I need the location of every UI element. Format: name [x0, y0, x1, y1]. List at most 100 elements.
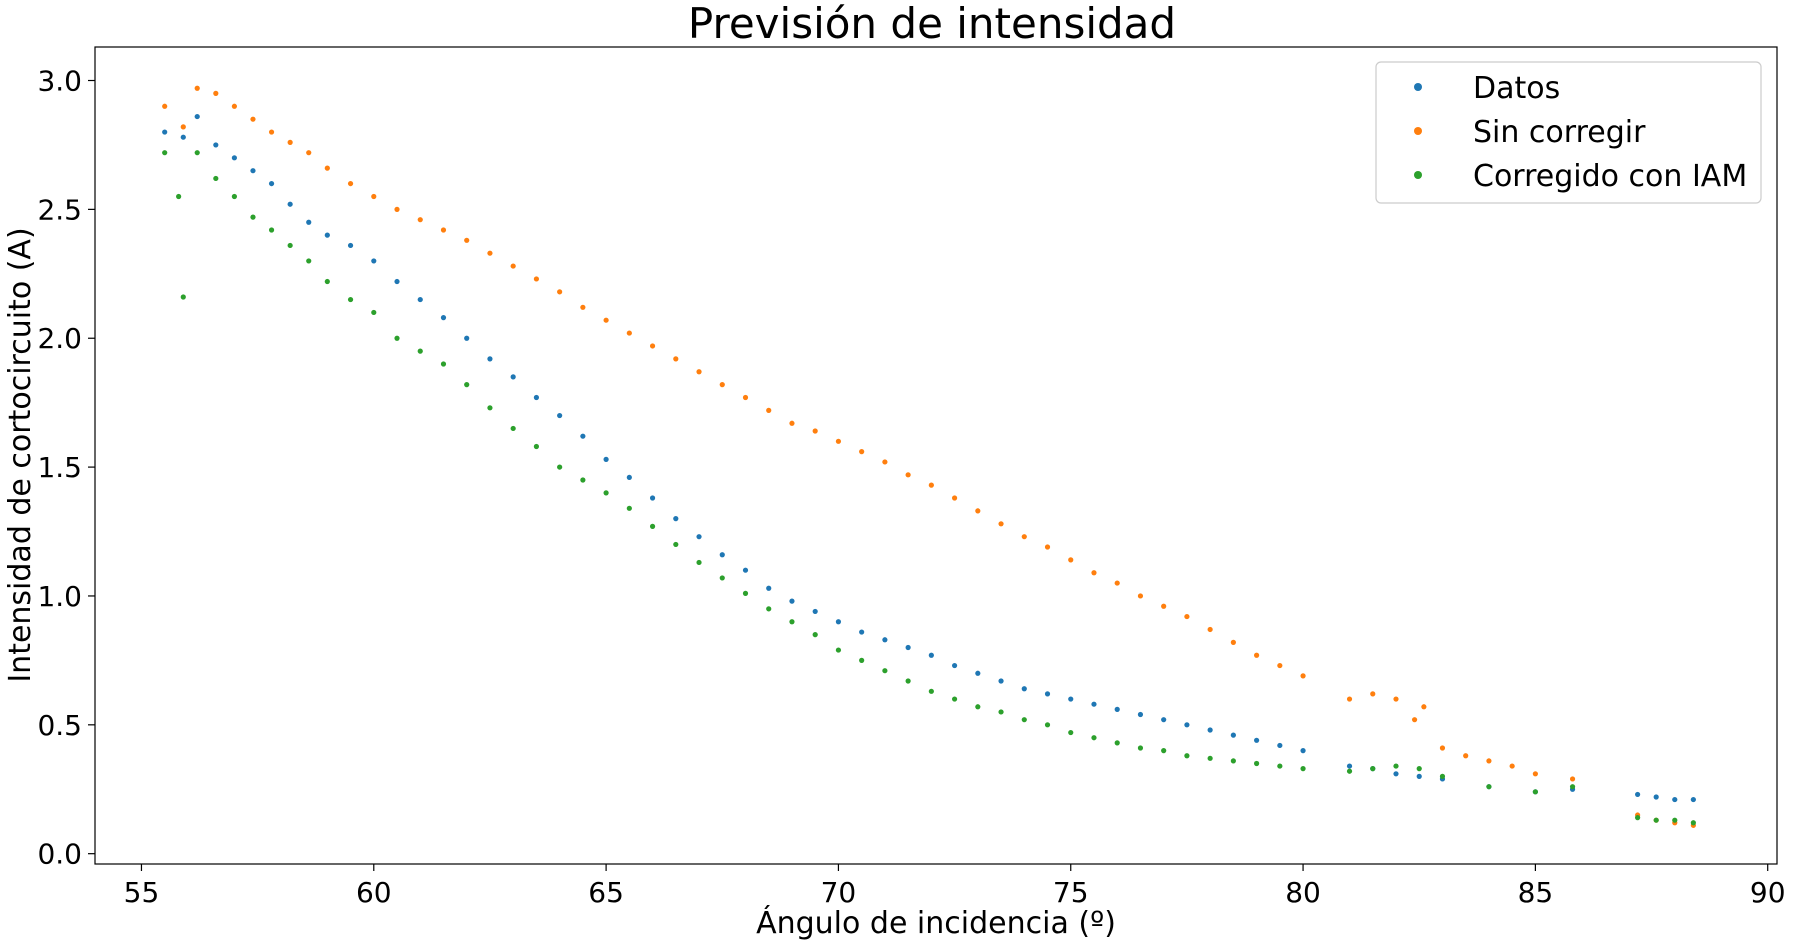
data-point — [742, 590, 749, 596]
data-point — [1230, 732, 1236, 738]
data-point — [231, 193, 237, 200]
data-point — [417, 348, 423, 354]
data-point — [287, 242, 293, 249]
data-point — [1532, 789, 1538, 795]
data-point — [1569, 776, 1576, 782]
data-point — [417, 296, 423, 303]
data-point — [557, 289, 563, 295]
data-point — [213, 90, 219, 96]
data-point — [213, 175, 219, 182]
data-point — [998, 709, 1004, 715]
data-point — [268, 227, 275, 233]
data-point — [1277, 742, 1283, 749]
data-point — [464, 237, 470, 243]
data-point — [1569, 784, 1576, 790]
data-point — [487, 250, 493, 256]
data-point — [719, 382, 725, 388]
data-point — [905, 472, 911, 478]
data-point — [213, 142, 219, 148]
data-point — [1635, 791, 1641, 798]
data-point — [180, 294, 186, 300]
data-point — [1184, 613, 1190, 620]
data-point — [1184, 753, 1190, 759]
data-point — [1137, 745, 1144, 751]
data-point — [673, 356, 679, 362]
y-tick-label: 2.0 — [37, 322, 82, 355]
data-point — [180, 134, 186, 140]
x-tick-label: 80 — [1285, 876, 1321, 909]
data-point — [1114, 706, 1120, 712]
data-point — [928, 688, 934, 694]
data-point — [1300, 673, 1306, 679]
data-point — [1277, 662, 1283, 669]
data-point — [1300, 747, 1306, 754]
data-point — [1230, 639, 1236, 645]
data-point — [324, 278, 330, 285]
data-point — [835, 647, 842, 653]
data-point — [975, 704, 981, 710]
data-point — [1486, 784, 1492, 790]
data-point — [882, 459, 888, 465]
data-point — [1277, 763, 1283, 769]
data-point — [533, 443, 540, 450]
data-point — [603, 456, 609, 462]
data-point — [1672, 817, 1678, 823]
data-point — [1161, 717, 1167, 723]
data-point — [394, 206, 400, 212]
data-point — [1416, 773, 1422, 779]
x-tick-label: 70 — [821, 876, 857, 909]
data-point — [557, 464, 563, 470]
data-point — [306, 258, 312, 264]
data-point — [626, 330, 632, 336]
data-point — [533, 394, 540, 401]
series-2-points — [162, 85, 1696, 828]
x-tick-label: 90 — [1750, 876, 1786, 909]
x-tick-label: 65 — [588, 876, 624, 909]
data-point — [1114, 580, 1120, 586]
data-point — [1207, 626, 1213, 633]
data-point — [1509, 763, 1515, 769]
y-tick-label: 1.5 — [37, 451, 82, 484]
data-point — [194, 150, 200, 156]
data-point — [766, 585, 772, 591]
data-point — [789, 619, 795, 625]
data-point — [1161, 747, 1167, 754]
data-point — [176, 193, 182, 200]
data-point — [696, 369, 702, 375]
data-point — [905, 644, 911, 651]
x-axis-ticks: 55 60 65 70 75 80 85 90 — [124, 864, 1786, 909]
data-point — [719, 552, 725, 558]
data-point — [487, 405, 493, 411]
data-point — [603, 317, 609, 323]
data-point — [580, 304, 586, 310]
legend-label: Sin corregir — [1473, 115, 1646, 150]
data-point — [371, 193, 377, 200]
data-point — [1137, 593, 1144, 599]
data-point — [231, 103, 237, 109]
data-point — [1068, 557, 1074, 563]
y-tick-label: 0.5 — [37, 709, 82, 742]
data-point — [440, 227, 447, 233]
data-point — [417, 217, 423, 223]
data-point — [1393, 771, 1399, 777]
data-point — [1207, 727, 1213, 733]
data-point — [1021, 717, 1027, 723]
data-point — [696, 559, 702, 566]
data-point — [557, 412, 563, 419]
data-point — [1207, 755, 1213, 761]
data-point — [268, 180, 275, 187]
data-point — [1393, 763, 1399, 769]
data-point — [673, 516, 679, 522]
data-point — [975, 508, 981, 514]
x-tick-label: 55 — [124, 876, 160, 909]
data-point — [162, 150, 168, 156]
data-point — [1091, 735, 1097, 741]
data-point — [533, 276, 540, 282]
data-point — [812, 632, 818, 638]
y-tick-label: 3.0 — [37, 65, 82, 98]
y-axis-ticks: 0.0 0.5 1.0 1.5 2.0 2.5 3.0 — [37, 65, 95, 871]
data-point — [1300, 766, 1306, 772]
x-axis-label: Ángulo de incidencia (º) — [756, 905, 1116, 941]
data-point — [347, 296, 354, 303]
